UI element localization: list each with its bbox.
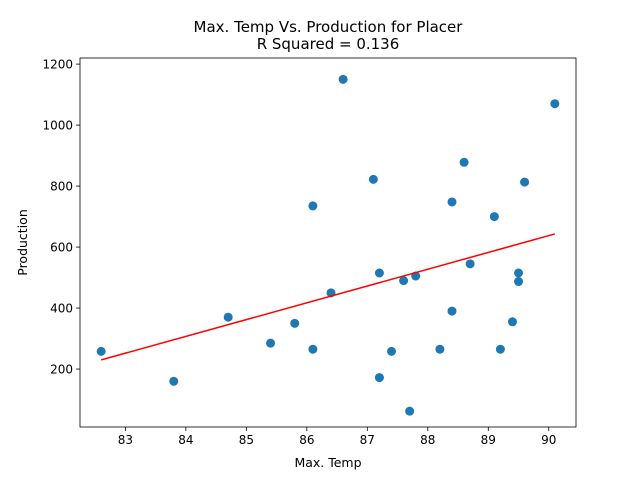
x-tick-label: 85 [239,433,254,447]
y-tick-label: 200 [50,363,73,377]
data-point [514,268,524,278]
y-tick-label: 1200 [42,58,73,72]
x-tick-label: 89 [481,433,496,447]
data-point [266,338,276,348]
data-point [223,312,233,322]
data-point [308,201,318,211]
data-point [495,344,505,354]
data-point [489,212,499,222]
y-tick-label: 800 [50,180,73,194]
x-axis: 83 84 85 86 87 88 89 90 [118,427,556,447]
chart-subtitle: R Squared = 0.136 [257,35,400,53]
x-tick-label: 90 [541,433,556,447]
x-tick-label: 83 [118,433,133,447]
x-tick-label: 87 [360,433,375,447]
chart-title: Max. Temp Vs. Production for Placer [194,18,464,36]
y-tick-label: 600 [50,241,73,255]
data-point [405,406,415,416]
data-point [399,276,409,286]
x-axis-label: Max. Temp [294,455,361,470]
data-point [447,197,457,207]
data-point [308,344,318,354]
data-point [459,157,469,167]
y-tick-label: 400 [50,302,73,316]
data-point [96,346,106,356]
data-point [290,318,300,328]
data-points [96,74,560,416]
x-tick-label: 86 [299,433,314,447]
regression-line [100,233,556,361]
data-point [368,174,378,184]
data-point [374,268,384,278]
data-point [507,317,517,327]
data-point [514,277,524,287]
data-point [374,373,384,383]
data-point [465,259,475,269]
data-point [387,346,397,356]
data-point [435,344,445,354]
x-tick-label: 84 [178,433,193,447]
data-point [520,177,530,187]
y-tick-label: 1000 [42,119,73,133]
data-point [447,306,457,316]
y-axis-label: Production [15,209,30,276]
plot-area [79,57,577,428]
data-point [338,74,348,84]
x-tick-label: 88 [420,433,435,447]
y-axis: 200 400 600 800 1000 1200 [42,58,80,377]
data-point [550,99,560,109]
data-point [169,376,179,386]
